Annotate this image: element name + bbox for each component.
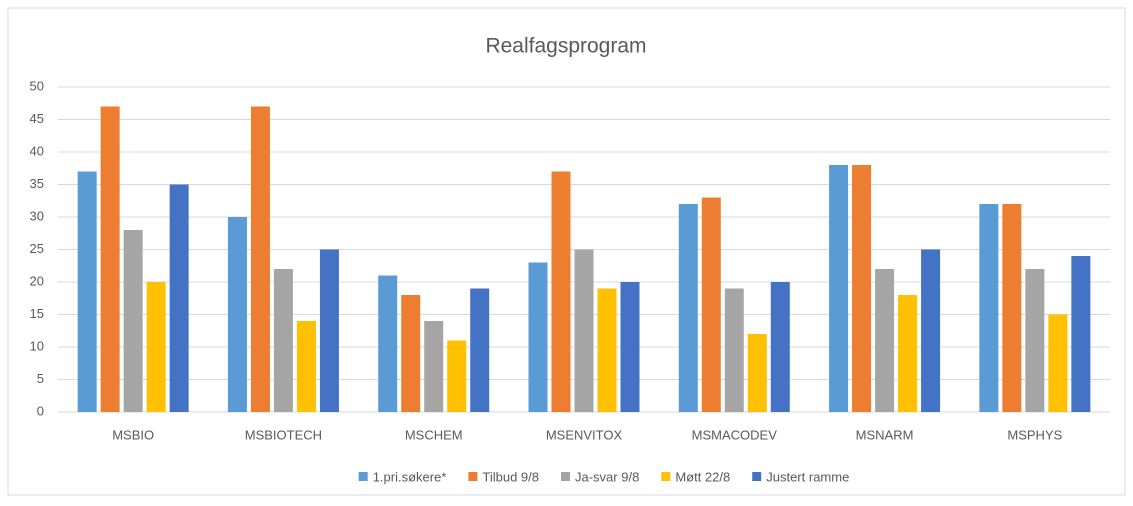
bar bbox=[1071, 256, 1091, 412]
bar bbox=[574, 249, 594, 412]
bar bbox=[724, 288, 744, 412]
bar bbox=[424, 321, 444, 412]
x-tick-label: MSPHYS bbox=[1007, 427, 1062, 442]
legend-label: Ja-svar 9/8 bbox=[575, 469, 639, 484]
bar bbox=[852, 165, 872, 412]
bar bbox=[620, 282, 640, 412]
bar bbox=[1025, 269, 1045, 412]
y-tick-label: 50 bbox=[30, 78, 44, 93]
y-tick-label: 5 bbox=[37, 371, 44, 386]
x-tick-label: MSCHEM bbox=[405, 427, 463, 442]
bar bbox=[770, 282, 790, 412]
bar bbox=[1002, 204, 1022, 412]
bar bbox=[169, 184, 189, 412]
bar bbox=[273, 269, 293, 412]
x-tick-label: MSMACODEV bbox=[692, 427, 778, 442]
y-tick-label: 30 bbox=[30, 208, 44, 223]
legend-swatch bbox=[468, 472, 478, 481]
bar bbox=[875, 269, 895, 412]
bar bbox=[100, 106, 120, 412]
y-tick-label: 45 bbox=[30, 111, 44, 126]
bar bbox=[528, 262, 548, 412]
bar bbox=[747, 334, 767, 412]
y-tick-label: 40 bbox=[30, 143, 44, 158]
bar bbox=[319, 249, 339, 412]
bar bbox=[701, 197, 721, 412]
bar bbox=[296, 321, 316, 412]
bar bbox=[470, 288, 490, 412]
x-tick-label: MSBIO bbox=[112, 427, 154, 442]
chart-title: Realfagsprogram bbox=[485, 35, 646, 58]
legend-label: Møtt 22/8 bbox=[675, 469, 730, 484]
bar bbox=[1048, 314, 1068, 412]
y-tick-label: 10 bbox=[30, 338, 44, 353]
bar bbox=[378, 275, 398, 412]
bar bbox=[401, 295, 421, 412]
y-tick-label: 0 bbox=[37, 403, 44, 418]
bar bbox=[77, 171, 97, 412]
bar bbox=[146, 282, 166, 412]
legend-swatch bbox=[358, 472, 368, 481]
legend-label: Justert ramme bbox=[766, 469, 849, 484]
legend-label: Tilbud 9/8 bbox=[482, 469, 539, 484]
bar bbox=[678, 204, 698, 412]
bar bbox=[551, 171, 571, 412]
bar bbox=[123, 230, 143, 412]
legend-label: 1.pri.søkere* bbox=[373, 469, 447, 484]
y-tick-label: 25 bbox=[30, 241, 44, 256]
x-tick-label: MSBIOTECH bbox=[245, 427, 322, 442]
bar bbox=[829, 165, 849, 412]
bar bbox=[921, 249, 941, 412]
x-tick-label: MSENVITOX bbox=[546, 427, 623, 442]
bar bbox=[979, 204, 999, 412]
bar bbox=[447, 340, 467, 412]
legend-swatch bbox=[661, 472, 671, 481]
x-tick-label: MSNARM bbox=[856, 427, 914, 442]
legend-swatch bbox=[752, 472, 762, 481]
y-tick-label: 15 bbox=[30, 306, 44, 321]
bar bbox=[250, 106, 270, 412]
bar bbox=[597, 288, 617, 412]
y-tick-label: 20 bbox=[30, 273, 44, 288]
y-tick-label: 35 bbox=[30, 176, 44, 191]
bar bbox=[898, 295, 918, 412]
legend-swatch bbox=[561, 472, 570, 481]
bar bbox=[227, 217, 247, 412]
